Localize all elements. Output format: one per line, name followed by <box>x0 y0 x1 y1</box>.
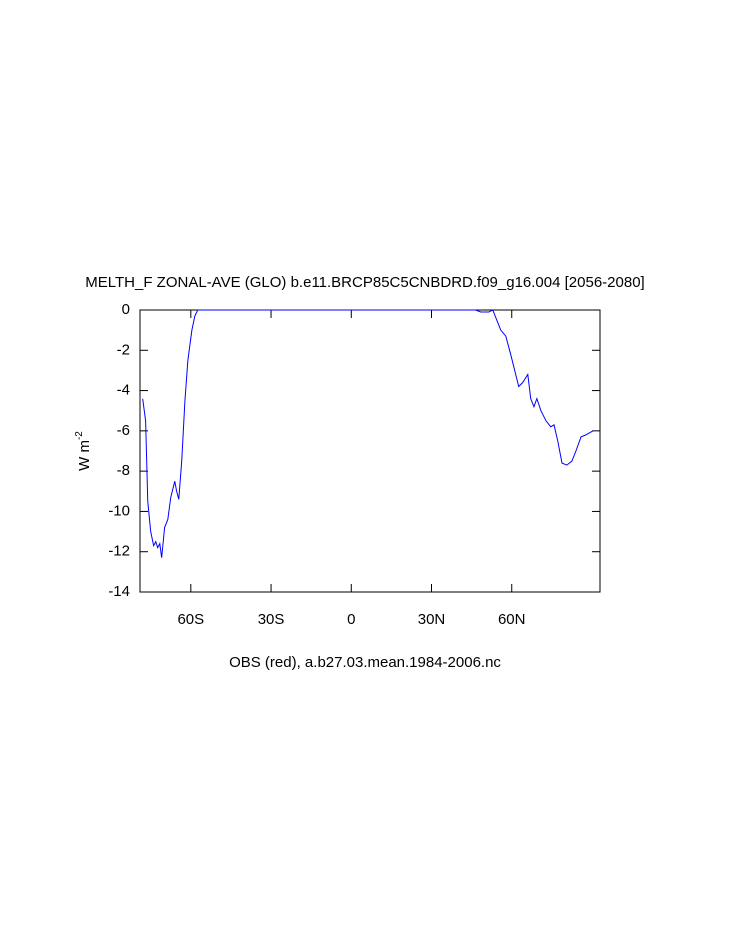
data-line <box>142 309 594 558</box>
y-axis-label-sup: -2 <box>74 431 85 440</box>
y-tick-label: -4 <box>117 382 130 399</box>
x-tick-label: 30N <box>418 611 446 628</box>
x-axis-label: OBS (red), a.b27.03.mean.1984-2006.nc <box>229 654 501 671</box>
y-tick-label: -10 <box>108 502 130 519</box>
plot-frame <box>139 309 601 593</box>
y-tick-label: -12 <box>108 543 130 560</box>
x-tick-label: 60S <box>177 611 204 628</box>
x-tick-label: 60N <box>498 611 526 628</box>
y-tick-label: -8 <box>117 462 130 479</box>
y-tick-label: -14 <box>108 583 130 600</box>
y-tick-label: -2 <box>117 341 130 358</box>
x-tick-label: 30S <box>258 611 285 628</box>
y-axis-label: W m-2 <box>74 431 93 471</box>
y-tick-label: -6 <box>117 422 130 439</box>
chart-title: MELTH_F ZONAL-AVE (GLO) b.e11.BRCP85C5CN… <box>85 274 644 291</box>
y-tick-label: 0 <box>122 301 130 318</box>
y-axis-label-main: W m <box>76 440 93 471</box>
x-tick-label: 0 <box>347 611 355 628</box>
